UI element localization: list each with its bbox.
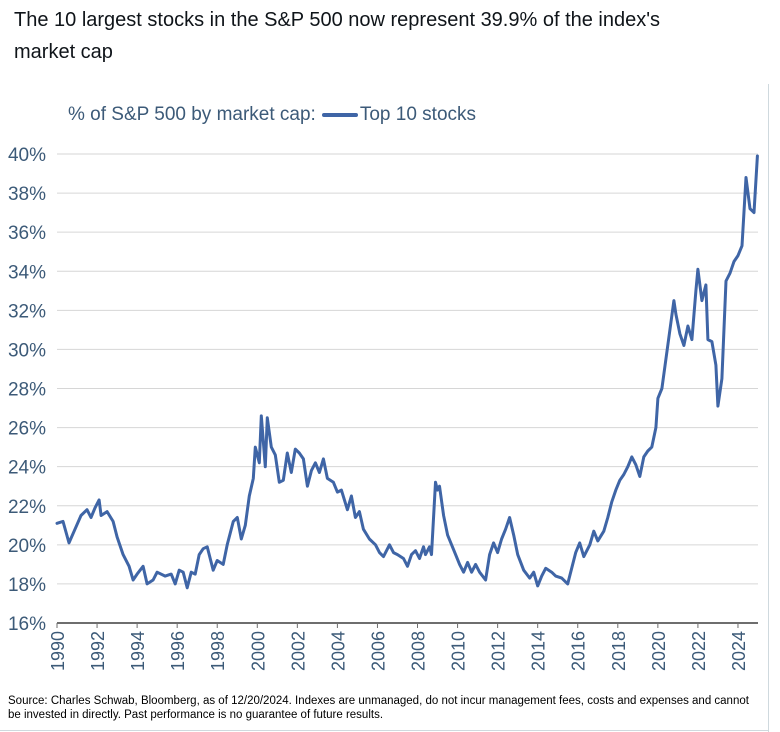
x-tick-label: 1992 xyxy=(88,631,108,671)
chart-title: % of S&P 500 by market cap: xyxy=(68,104,316,125)
y-tick-label: 28% xyxy=(8,380,46,401)
x-tick-label: 2016 xyxy=(569,631,589,671)
x-tick-label: 2004 xyxy=(328,631,348,671)
gridlines xyxy=(57,153,758,585)
legend-label: Top 10 stocks xyxy=(359,104,477,125)
x-tick-label: 2006 xyxy=(368,631,388,671)
y-tick-label: 26% xyxy=(8,419,46,440)
x-tick-label: 2024 xyxy=(729,631,749,671)
x-tick-label: 2014 xyxy=(529,631,549,671)
source-note: Source: Charles Schwab, Bloomberg, as of… xyxy=(8,695,749,721)
y-tick-label: 22% xyxy=(8,497,46,518)
series-line-top-10-stocks xyxy=(55,154,759,590)
x-tick-label: 2018 xyxy=(609,631,629,671)
x-tick-label: 1990 xyxy=(48,631,68,671)
line-chart: 16%18%20%22%24%26%28%30%32%34%36%38%40% … xyxy=(8,145,759,671)
y-tick-label: 16% xyxy=(8,614,46,635)
x-tick-label: 2012 xyxy=(489,631,509,671)
y-tick-label: 24% xyxy=(8,458,46,479)
chart-legend: % of S&P 500 by market cap: Top 10 stock… xyxy=(68,104,476,126)
x-tick-label: 2000 xyxy=(248,631,268,671)
x-tick-label: 2008 xyxy=(409,631,429,671)
x-tick-label: 2022 xyxy=(689,631,709,671)
y-tick-label: 34% xyxy=(8,262,46,283)
post-headline: The 10 largest stocks in the S&P 500 now… xyxy=(14,9,661,63)
y-tick-label: 18% xyxy=(8,575,46,596)
y-tick-label: 32% xyxy=(8,301,46,322)
x-tick-label: 2020 xyxy=(649,631,669,671)
x-tick-label: 2002 xyxy=(288,631,308,671)
x-tick-label: 1998 xyxy=(208,631,228,671)
x-tick-label: 1996 xyxy=(168,631,188,671)
y-tick-label: 38% xyxy=(8,184,46,205)
x-axis-ticks: 1990 1992 1994 1996 1998 2000 2002 2004 2006 2008… xyxy=(48,623,749,671)
legend-line-swatch xyxy=(321,113,358,117)
y-axis-ticks: 16% 18% 20% 22% 24% 26% 28% 30% 32% 34% 36% 38% 40% xyxy=(8,145,46,635)
chart-card[interactable]: % of S&P 500 by market cap: Top 10 stock… xyxy=(0,84,769,732)
y-tick-label: 30% xyxy=(8,340,46,361)
y-tick-label: 36% xyxy=(8,223,46,244)
card-divider xyxy=(0,730,768,731)
y-tick-label: 40% xyxy=(8,145,46,166)
y-tick-label: 20% xyxy=(8,536,46,557)
x-tick-label: 2010 xyxy=(449,631,469,671)
x-tick-label: 1994 xyxy=(128,631,148,671)
